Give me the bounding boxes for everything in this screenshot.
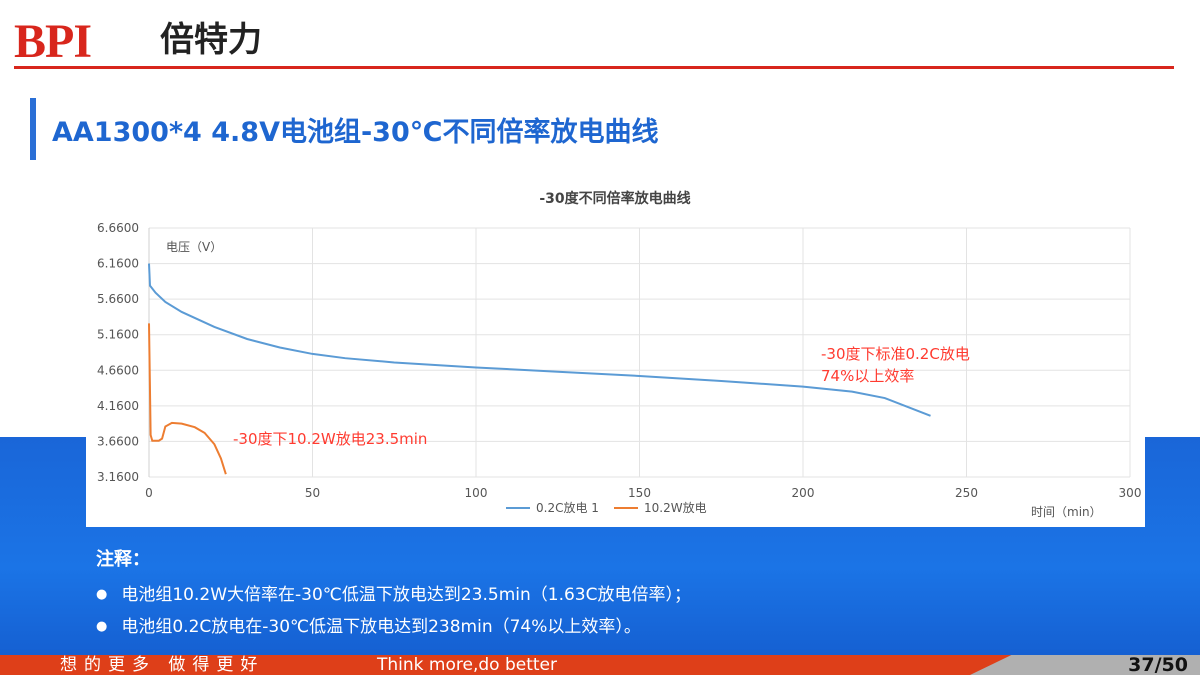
slide-title: AA1300*4 4.8V电池组-30℃不同倍率放电曲线 bbox=[52, 117, 659, 148]
footer-grey-accent bbox=[970, 655, 1200, 675]
note-item: 电池组10.2W大倍率在-30℃低温下放电达到23.5min（1.63C放电倍率… bbox=[96, 579, 691, 611]
logo-chinese-name: 倍特力 bbox=[160, 20, 262, 60]
footer-bar bbox=[0, 655, 1200, 675]
x-tick-label: 150 bbox=[628, 486, 651, 500]
y-axis-label: 电压（V） bbox=[166, 240, 222, 254]
annotation: 74%以上效率 bbox=[821, 367, 914, 385]
x-axis-label: 时间（min） bbox=[1031, 505, 1102, 519]
x-tick-label: 200 bbox=[792, 486, 815, 500]
discharge-chart: -30度不同倍率放电曲线 3.1600 3.6600 4.1600 4.6600 5.16… bbox=[97, 190, 1142, 519]
series-line-1 bbox=[148, 323, 227, 475]
chart-title: -30度不同倍率放电曲线 bbox=[539, 190, 690, 207]
y-tick-label: 6.1600 bbox=[97, 257, 139, 271]
annotation: -30度下10.2W放电23.5min bbox=[233, 430, 427, 448]
bpi-logo: BPI bbox=[14, 15, 92, 68]
x-tick-label: 0 bbox=[145, 486, 153, 500]
x-tick-label: 300 bbox=[1119, 486, 1142, 500]
legend-label: 0.2C放电 1 bbox=[536, 500, 599, 515]
x-tick-label: 250 bbox=[955, 486, 978, 500]
slogan-chinese: 想的更多 做得更好 bbox=[60, 655, 265, 675]
y-tick-label: 3.6600 bbox=[97, 434, 139, 448]
notes-section: 注释： 电池组10.2W大倍率在-30℃低温下放电达到23.5min（1.63C… bbox=[96, 545, 691, 643]
y-tick-label: 5.1600 bbox=[97, 328, 139, 342]
y-tick-label: 5.6600 bbox=[97, 292, 139, 306]
header-divider bbox=[14, 66, 1174, 69]
note-item: 电池组0.2C放电在-30℃低温下放电达到238min（74%以上效率）。 bbox=[96, 611, 691, 643]
chart-container: -30度不同倍率放电曲线 3.1600 3.6600 4.1600 4.6600 5.16… bbox=[86, 178, 1145, 527]
slogan-english: Think more,do better bbox=[377, 655, 557, 675]
x-tick-label: 100 bbox=[465, 486, 488, 500]
series-line-0 bbox=[148, 263, 931, 417]
y-tick-label: 6.6600 bbox=[97, 221, 139, 235]
y-tick-label: 4.1600 bbox=[97, 399, 139, 413]
annotation: -30度下标准0.2C放电 bbox=[821, 345, 970, 363]
y-tick-label: 4.6600 bbox=[97, 363, 139, 377]
notes-title: 注释： bbox=[96, 549, 150, 570]
x-tick-label: 50 bbox=[305, 486, 320, 500]
page-number: 37/50 bbox=[1128, 654, 1188, 676]
legend-label: 10.2W放电 bbox=[644, 500, 707, 515]
y-tick-label: 3.1600 bbox=[97, 470, 139, 484]
title-accent-bar bbox=[30, 98, 36, 160]
